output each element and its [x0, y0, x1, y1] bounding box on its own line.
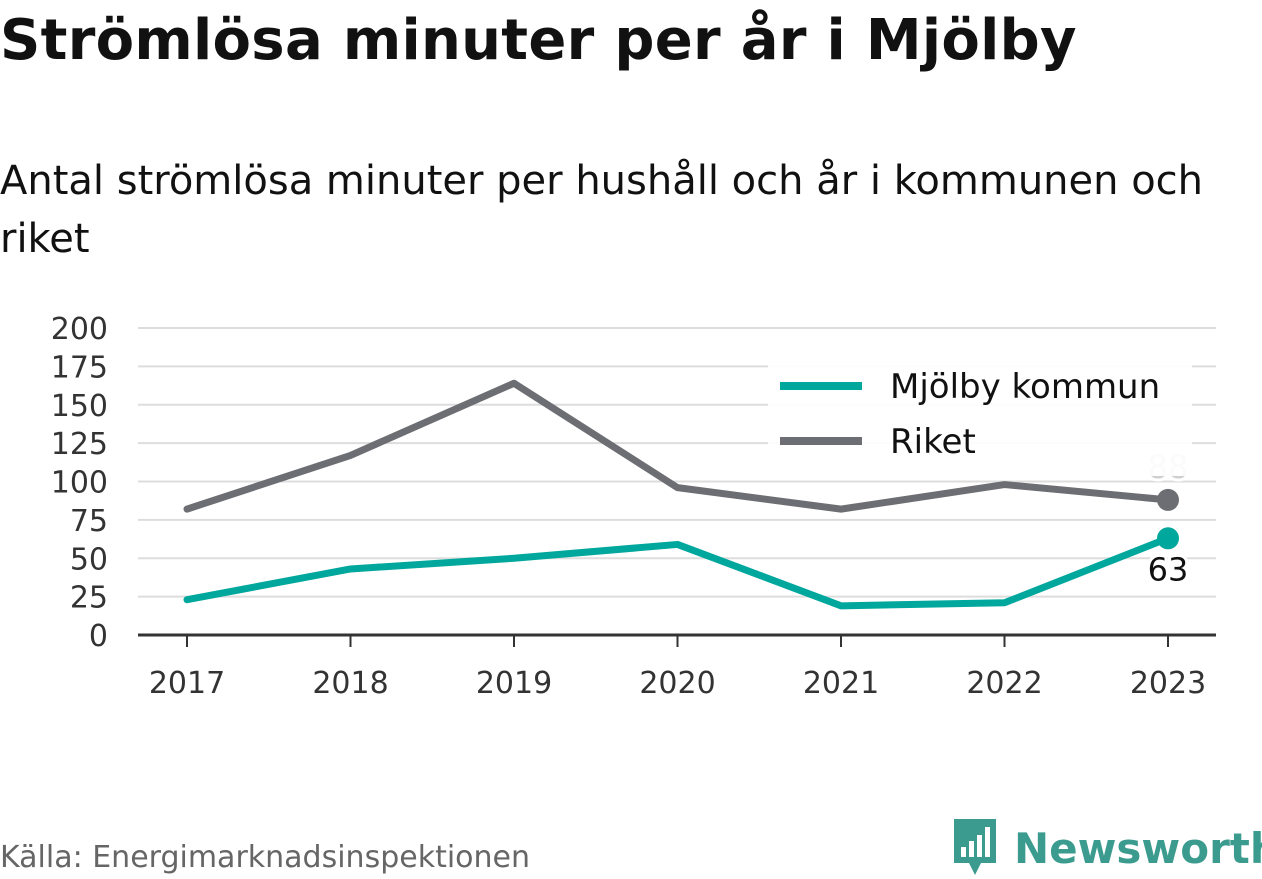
brand-logo: Newsworthy	[950, 818, 1262, 878]
x-tick-label: 2017	[149, 666, 225, 701]
x-tick-label: 2018	[312, 666, 388, 701]
y-tick-label: 125	[51, 427, 108, 462]
y-tick-label: 175	[51, 350, 108, 385]
x-tick-label: 2020	[639, 666, 715, 701]
brand-name: Newsworthy	[1014, 823, 1262, 873]
legend-background	[768, 358, 1192, 476]
bar-chart-pin-icon	[954, 819, 996, 875]
series-line	[183, 379, 1172, 513]
y-tick-label: 25	[70, 581, 108, 616]
legend-label: Mjölby kommun	[890, 367, 1160, 407]
x-axis: 2017 2018 2019 2020 2021 2022 2023	[138, 633, 1216, 701]
x-tick-label: 2019	[476, 666, 552, 701]
y-tick-label: 150	[51, 389, 108, 424]
series-line	[183, 534, 1172, 610]
series-end-point	[1157, 488, 1179, 511]
source-note: Källa: Energimarknadsinspektionen	[0, 840, 531, 875]
chart-subtitle: Antal strömlösa minuter per hushåll och …	[0, 158, 1204, 262]
y-tick-label: 50	[70, 542, 108, 577]
y-tick-label: 0	[89, 619, 108, 654]
x-tick-label: 2023	[1130, 666, 1206, 701]
y-tick-label: 75	[70, 504, 108, 539]
x-tick-label: 2021	[803, 666, 879, 701]
legend-label: Riket	[890, 422, 976, 462]
data-label: 63	[1148, 550, 1189, 588]
legend: Mjölby kommun Riket	[768, 358, 1192, 476]
y-tick-label: 200	[51, 312, 108, 347]
chart-title: Strömlösa minuter per år i Mjölby	[0, 8, 1077, 73]
y-tick-label: 100	[51, 466, 108, 501]
x-tick-label: 2022	[966, 666, 1042, 701]
grid-lines	[138, 327, 1216, 598]
series-end-point	[1157, 527, 1179, 550]
